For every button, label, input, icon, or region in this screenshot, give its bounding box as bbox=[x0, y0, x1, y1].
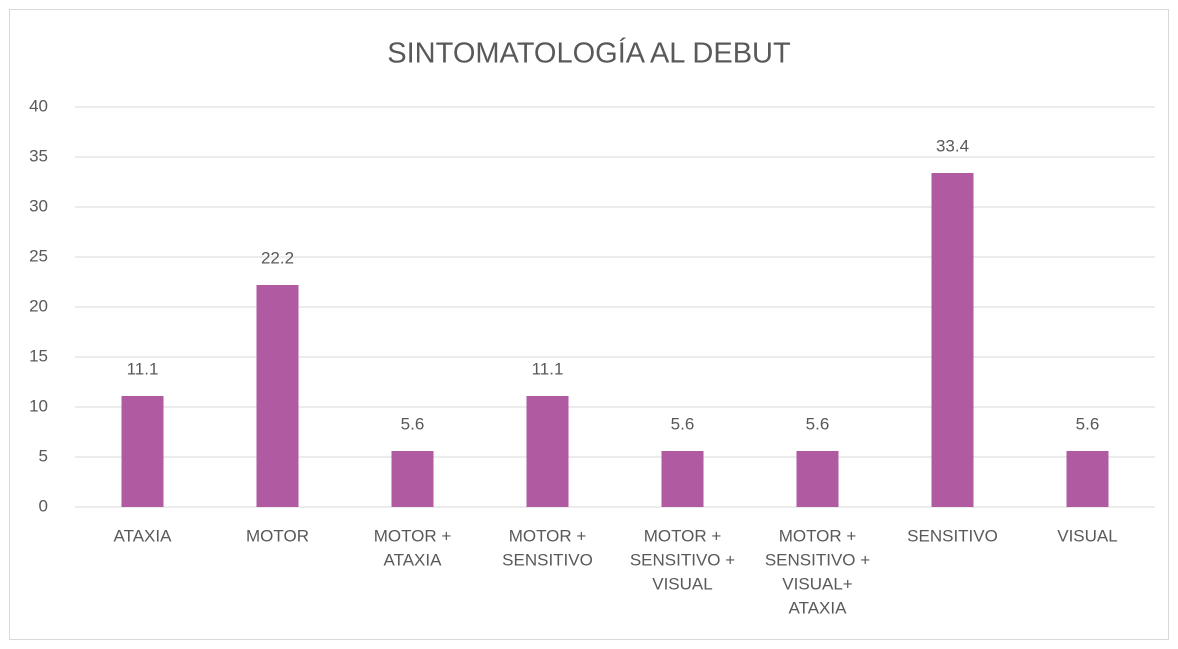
x-tick-label: MOTOR + bbox=[374, 526, 452, 545]
bar bbox=[796, 451, 839, 507]
x-tick-label: SENSITIVO bbox=[907, 526, 998, 545]
y-tick-label: 5 bbox=[39, 446, 48, 465]
data-label: 5.6 bbox=[806, 414, 830, 433]
x-tick-label: ATAXIA bbox=[114, 526, 173, 545]
bar bbox=[391, 451, 434, 507]
x-tick-label: MOTOR + bbox=[644, 526, 722, 545]
data-label: 5.6 bbox=[1076, 414, 1100, 433]
y-tick-label: 10 bbox=[29, 396, 48, 415]
x-tick-label: SENSITIVO + bbox=[630, 550, 735, 569]
bar bbox=[121, 396, 164, 507]
data-label: 5.6 bbox=[671, 414, 695, 433]
data-label: 5.6 bbox=[401, 414, 425, 433]
y-tick-label: 20 bbox=[29, 296, 48, 315]
data-label: 22.2 bbox=[261, 248, 294, 267]
y-tick-label: 35 bbox=[29, 146, 48, 165]
x-tick-label: ATAXIA bbox=[384, 550, 443, 569]
chart-border bbox=[9, 9, 1169, 640]
y-tick-label: 40 bbox=[29, 96, 48, 115]
x-tick-label: MOTOR + bbox=[779, 526, 857, 545]
x-tick-label: SENSITIVO bbox=[502, 550, 593, 569]
bar bbox=[661, 451, 704, 507]
data-label: 33.4 bbox=[936, 136, 969, 155]
x-tick-label: MOTOR + bbox=[509, 526, 587, 545]
y-tick-label: 25 bbox=[29, 246, 48, 265]
bar bbox=[526, 396, 569, 507]
bar bbox=[1066, 451, 1109, 507]
x-tick-label: ATAXIA bbox=[789, 598, 848, 617]
chart-title: SINTOMATOLOGÍA AL DEBUT bbox=[387, 37, 791, 70]
x-tick-label: MOTOR bbox=[246, 526, 309, 545]
data-label: 11.1 bbox=[127, 359, 159, 378]
y-tick-label: 15 bbox=[29, 346, 48, 365]
bar bbox=[931, 173, 974, 507]
bar bbox=[256, 285, 299, 507]
y-tick-label: 0 bbox=[39, 496, 48, 515]
y-tick-label: 30 bbox=[29, 196, 48, 215]
x-tick-label: SENSITIVO + bbox=[765, 550, 870, 569]
data-label: 11.1 bbox=[532, 359, 564, 378]
x-tick-label: VISUAL+ bbox=[782, 574, 852, 593]
x-tick-label: VISUAL bbox=[652, 574, 712, 593]
x-tick-label: VISUAL bbox=[1057, 526, 1117, 545]
